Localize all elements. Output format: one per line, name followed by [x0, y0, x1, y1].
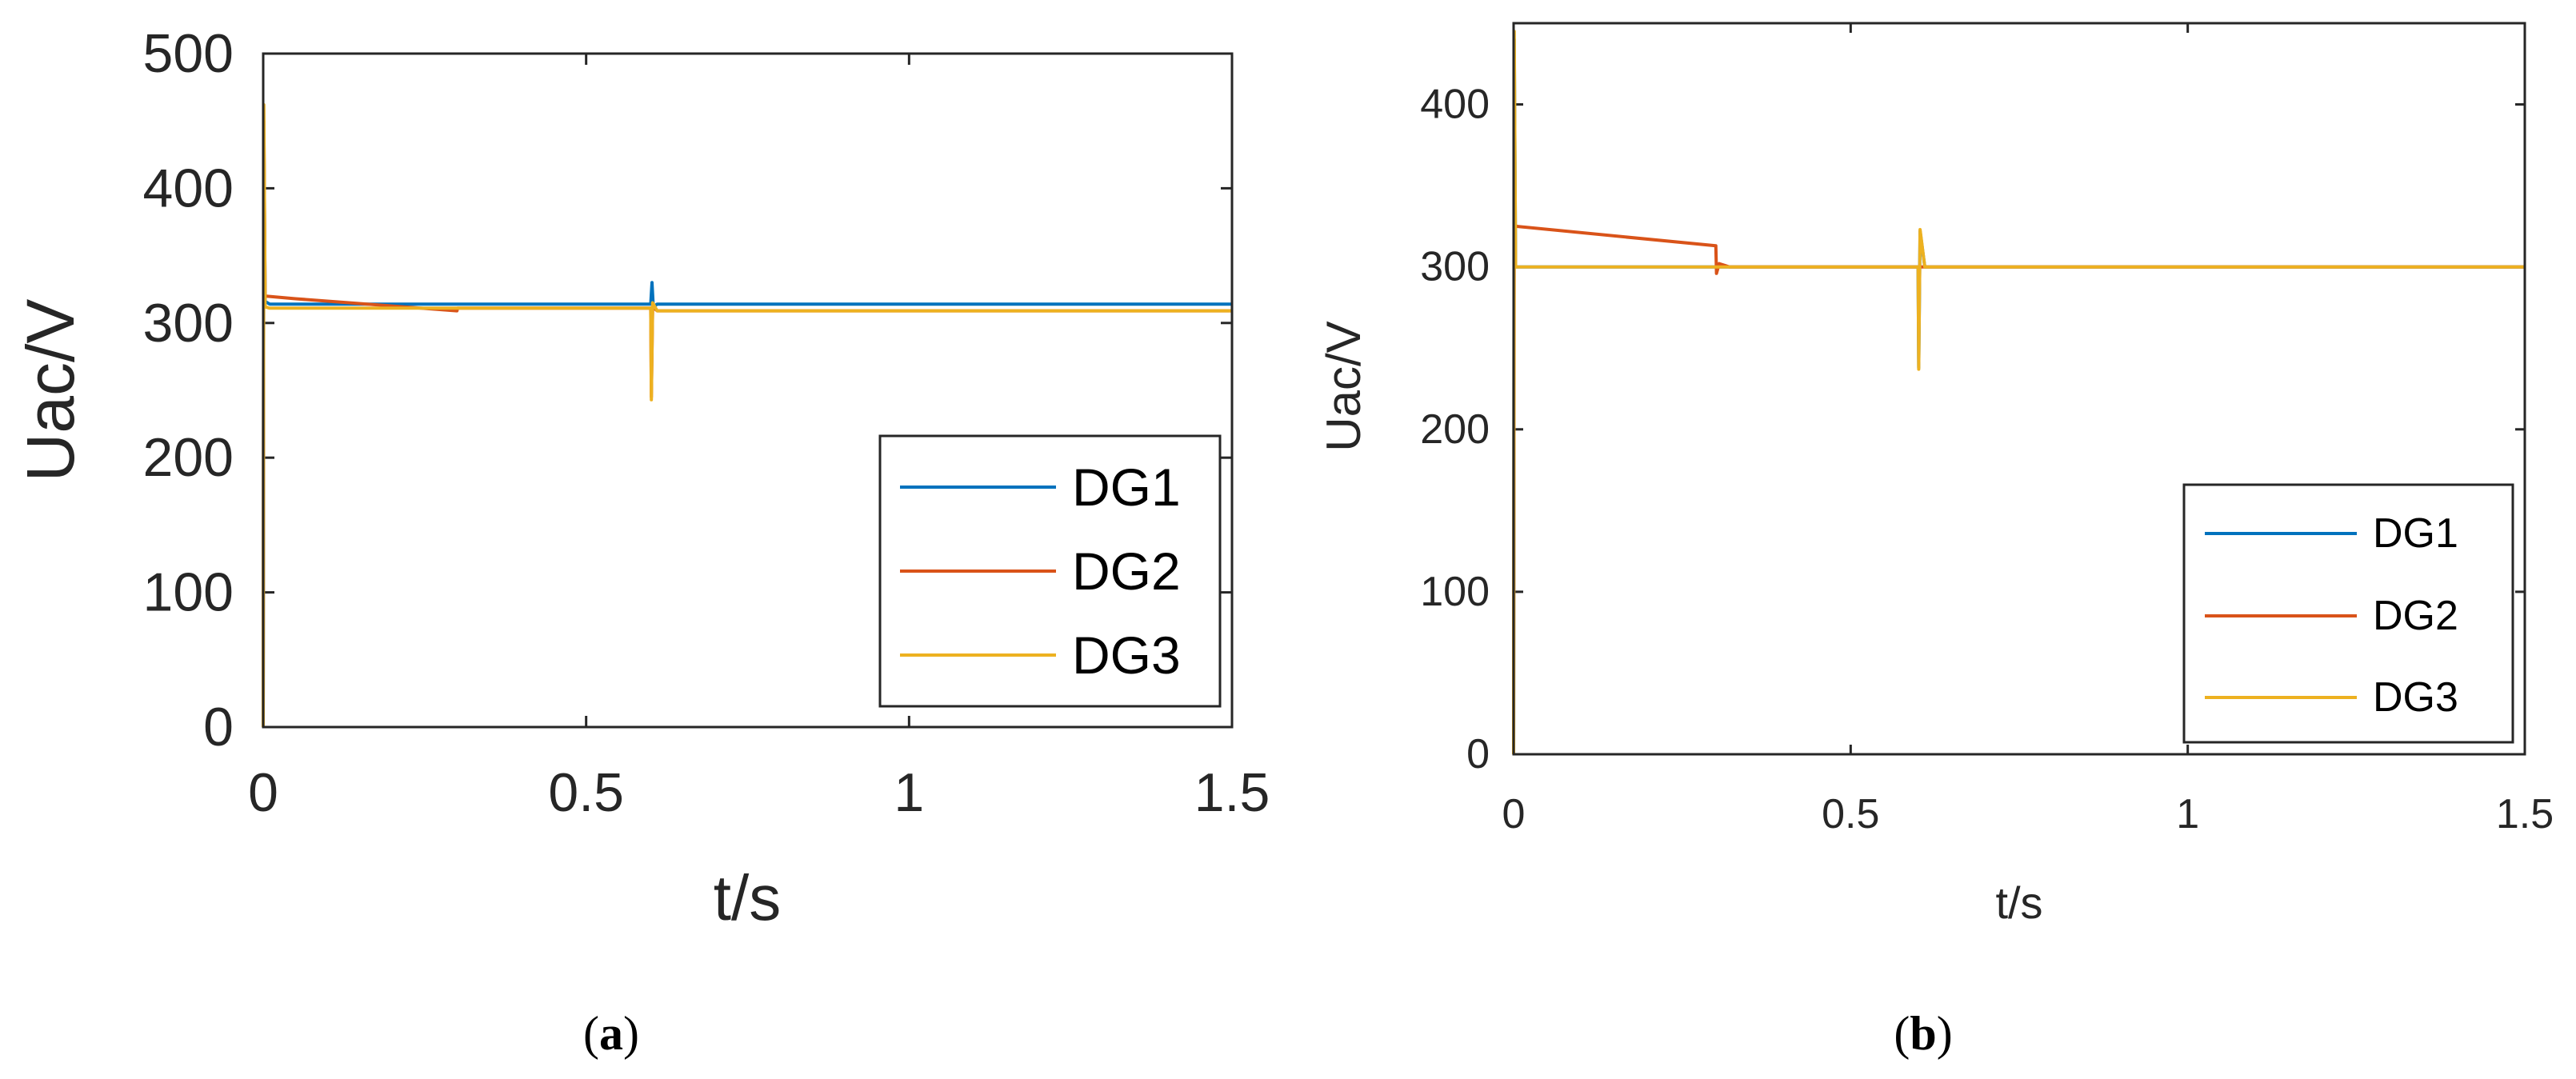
- caption-letter-b: b: [1910, 1007, 1936, 1060]
- y-tick-label-a-100: 100: [143, 562, 234, 623]
- x-tick-label-a-1.5: 1.5: [1194, 762, 1270, 823]
- x-axis-label-a: t/s: [714, 862, 781, 933]
- y-tick-label-a-200: 200: [143, 427, 234, 488]
- y-tick-label-a-300: 300: [143, 293, 234, 354]
- x-tick-label-a-0: 0: [248, 762, 278, 823]
- legend-label-a-dg3: DG3: [1072, 625, 1181, 685]
- y-tick-label-b-200: 200: [1420, 406, 1490, 453]
- y-tick-label-b-300: 300: [1420, 244, 1490, 290]
- y-tick-label-a-500: 500: [143, 23, 234, 84]
- chart-panel-b: 0 100 200 300 400 0 0.5 1 1.5 t/s Uac/V …: [1317, 22, 2554, 1060]
- legend-label-a-dg1: DG1: [1072, 458, 1181, 517]
- y-tick-label-a-400: 400: [143, 158, 234, 218]
- x-tick-label-b-1: 1: [2176, 791, 2199, 837]
- caption-letter-a: a: [599, 1007, 623, 1060]
- y-tick-label-a-0: 0: [203, 697, 234, 757]
- y-axis-label-a: Uac/V: [13, 299, 88, 482]
- legend-a: DG1 DG2 DG3: [878, 434, 1222, 708]
- x-tick-label-a-1: 1: [894, 762, 924, 823]
- x-tick-label-b-1.5: 1.5: [2496, 791, 2554, 837]
- plot-frame-a: [262, 52, 1234, 729]
- legend-label-a-dg2: DG2: [1072, 541, 1181, 601]
- legend-b: DG1 DG2 DG3: [2182, 483, 2514, 744]
- plot-frame-b: [1512, 22, 2526, 756]
- legend-label-b-dg3: DG3: [2373, 674, 2458, 721]
- y-tick-label-b-0: 0: [1466, 731, 1490, 777]
- legend-label-b-dg2: DG2: [2373, 593, 2458, 639]
- y-tick-label-b-400: 400: [1420, 82, 1490, 128]
- y-axis-label-b: Uac/V: [1317, 321, 1370, 451]
- x-tick-label-b-0: 0: [1502, 791, 1526, 837]
- caption-a: (a): [583, 1007, 639, 1060]
- x-axis-label-b: t/s: [1995, 877, 2042, 928]
- y-tick-label-b-100: 100: [1420, 569, 1490, 615]
- caption-b: (b): [1894, 1007, 1952, 1060]
- x-tick-label-b-0.5: 0.5: [1822, 791, 1879, 837]
- legend-box-b: [2182, 483, 2514, 744]
- x-tick-label-a-0.5: 0.5: [548, 762, 624, 823]
- legend-label-b-dg1: DG1: [2373, 510, 2458, 557]
- chart-panel-a: 0 100 200 300 400 500 0 0.5 1 1.5 t/s Ua…: [13, 23, 1270, 1060]
